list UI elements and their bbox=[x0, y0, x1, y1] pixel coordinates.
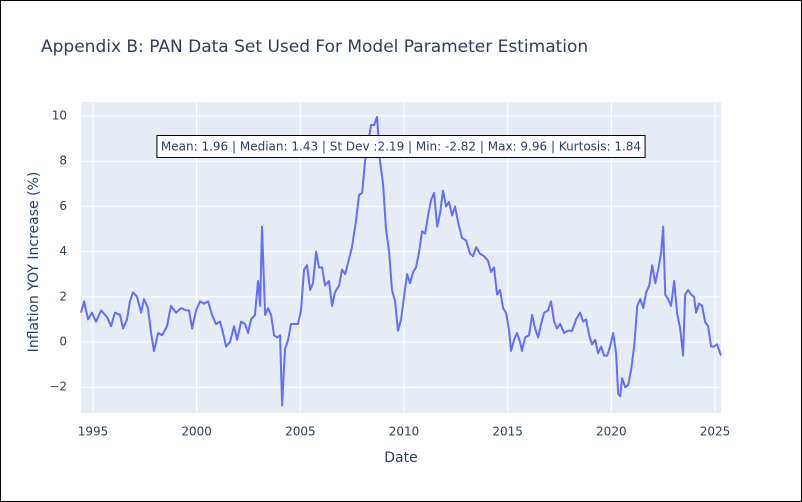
chart-title: Appendix B: PAN Data Set Used For Model … bbox=[41, 37, 588, 57]
x-tick-label: 1995 bbox=[78, 425, 109, 439]
y-tick-label: 10 bbox=[52, 109, 67, 123]
data-line bbox=[80, 115, 722, 407]
y-axis-title: Inflation YOY Increase (%) bbox=[26, 172, 42, 353]
y-tick-label: 0 bbox=[59, 335, 67, 349]
y-tick-label: 2 bbox=[59, 289, 67, 303]
x-tick-label: 2010 bbox=[389, 425, 420, 439]
annotation: Mean: 1.96 | Median: 1.43 | St Dev :2.19… bbox=[161, 140, 641, 154]
x-tick-label: 2005 bbox=[285, 425, 316, 439]
x-tick-label: 2025 bbox=[700, 425, 731, 439]
annotation-box bbox=[156, 135, 646, 158]
x-tick-label: 2020 bbox=[596, 425, 627, 439]
y-tick-label: 6 bbox=[59, 199, 67, 213]
x-tick-label: 2000 bbox=[181, 425, 212, 439]
y-tick-label: 4 bbox=[59, 244, 67, 258]
y-tick-label: −2 bbox=[49, 380, 67, 394]
y-tick-label: 8 bbox=[59, 154, 67, 168]
x-axis-title: Date bbox=[384, 450, 417, 466]
x-tick-label: 2015 bbox=[492, 425, 523, 439]
